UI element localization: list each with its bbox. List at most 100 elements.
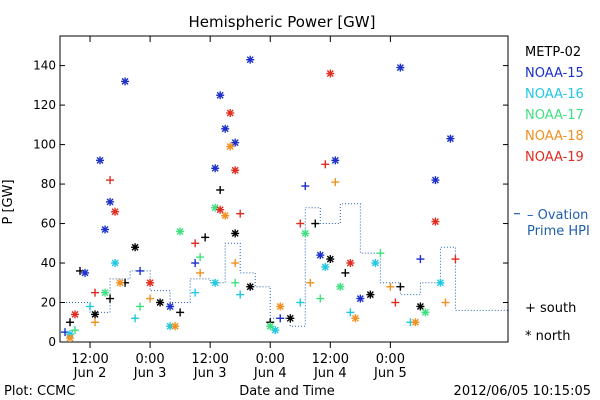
y-tick-label: 60 (41, 217, 56, 231)
data-point (71, 326, 80, 335)
point-stroke (226, 109, 234, 117)
point-stroke (301, 229, 309, 237)
data-point (346, 308, 355, 317)
point-stroke (211, 279, 219, 287)
y-tick-label: 40 (41, 256, 56, 270)
data-point (211, 278, 220, 287)
point-stroke (66, 334, 74, 342)
data-point (306, 278, 315, 287)
chart-title: Hemispheric Power [GW] (189, 13, 376, 31)
data-point (201, 233, 210, 242)
data-point (316, 294, 325, 303)
point-stroke (276, 302, 284, 310)
point-stroke (131, 243, 139, 251)
data-point (236, 209, 245, 218)
data-point (231, 259, 240, 268)
data-point (171, 322, 180, 331)
point-stroke (431, 218, 439, 226)
point-stroke (416, 302, 424, 310)
x-tick-label-time: 12:00 (71, 352, 108, 367)
data-point (286, 314, 295, 323)
point-stroke (316, 251, 324, 259)
data-point (391, 298, 400, 307)
x-tick-label-time: 12:00 (312, 352, 349, 367)
point-stroke (216, 206, 224, 214)
point-stroke (396, 64, 404, 72)
x-tick-label-date: Jun 4 (313, 366, 347, 381)
point-stroke (116, 279, 124, 287)
data-point (106, 176, 115, 185)
legend-entry: METP-02 (525, 45, 581, 60)
data-point (411, 318, 420, 327)
data-point (176, 227, 185, 236)
x-axis-label: Date and Time (239, 384, 335, 399)
point-stroke (101, 225, 109, 233)
data-point (231, 278, 240, 287)
point-stroke (231, 139, 239, 147)
data-point (91, 288, 100, 297)
legend-entry: NOAA-18 (525, 129, 584, 144)
point-stroke (421, 308, 429, 316)
x-tick-label-time: 0:00 (376, 352, 405, 367)
data-point (416, 302, 425, 311)
legend-entry: NOAA-15 (525, 66, 584, 81)
data-point (376, 249, 385, 258)
data-point (101, 288, 110, 297)
data-point (96, 156, 105, 165)
data-point (156, 298, 165, 307)
ovation-legend-line1: – Ovation (527, 208, 588, 223)
point-stroke (176, 227, 184, 235)
data-point (211, 164, 220, 173)
point-stroke (91, 310, 99, 318)
data-point (136, 302, 145, 311)
legend-entry: NOAA-19 (525, 150, 584, 165)
point-stroke (71, 310, 79, 318)
point-stroke (211, 204, 219, 212)
data-point (111, 207, 120, 216)
legend-entry: NOAA-17 (525, 108, 584, 123)
data-point (221, 211, 230, 220)
point-stroke (146, 279, 154, 287)
data-point (276, 302, 285, 311)
data-point (331, 178, 340, 187)
y-tick-label: 80 (41, 177, 56, 191)
data-point (81, 268, 90, 277)
data-point (101, 225, 110, 234)
x-tick-label-date: Jun 5 (373, 366, 407, 381)
point-stroke (371, 259, 379, 267)
y-axis-label: P [GW] (1, 179, 16, 224)
data-point (316, 251, 325, 260)
data-point (191, 259, 200, 268)
data-point (166, 302, 175, 311)
data-point (191, 288, 200, 297)
data-point (86, 302, 95, 311)
data-point (346, 259, 355, 268)
point-stroke (446, 135, 454, 143)
data-point (446, 134, 455, 143)
data-point (236, 290, 245, 299)
point-stroke (271, 326, 279, 334)
point-stroke (351, 314, 359, 322)
point-stroke (326, 255, 334, 263)
point-stroke (331, 156, 339, 164)
data-point (71, 310, 80, 319)
point-stroke (356, 295, 364, 303)
point-stroke (286, 314, 294, 322)
data-point (106, 197, 115, 206)
x-tick-label-date: Jun 4 (253, 366, 287, 381)
point-stroke (266, 322, 274, 330)
data-point (146, 278, 155, 287)
data-point (66, 334, 75, 343)
data-point (296, 219, 305, 228)
data-point (296, 298, 305, 307)
point-stroke (221, 125, 229, 133)
data-point (276, 314, 285, 323)
marker-legend-entry: + south (525, 301, 576, 316)
data-point (321, 262, 330, 271)
data-point (111, 259, 120, 268)
point-stroke (156, 299, 164, 307)
data-point (301, 229, 310, 238)
data-point (331, 156, 340, 165)
data-point (311, 219, 320, 228)
